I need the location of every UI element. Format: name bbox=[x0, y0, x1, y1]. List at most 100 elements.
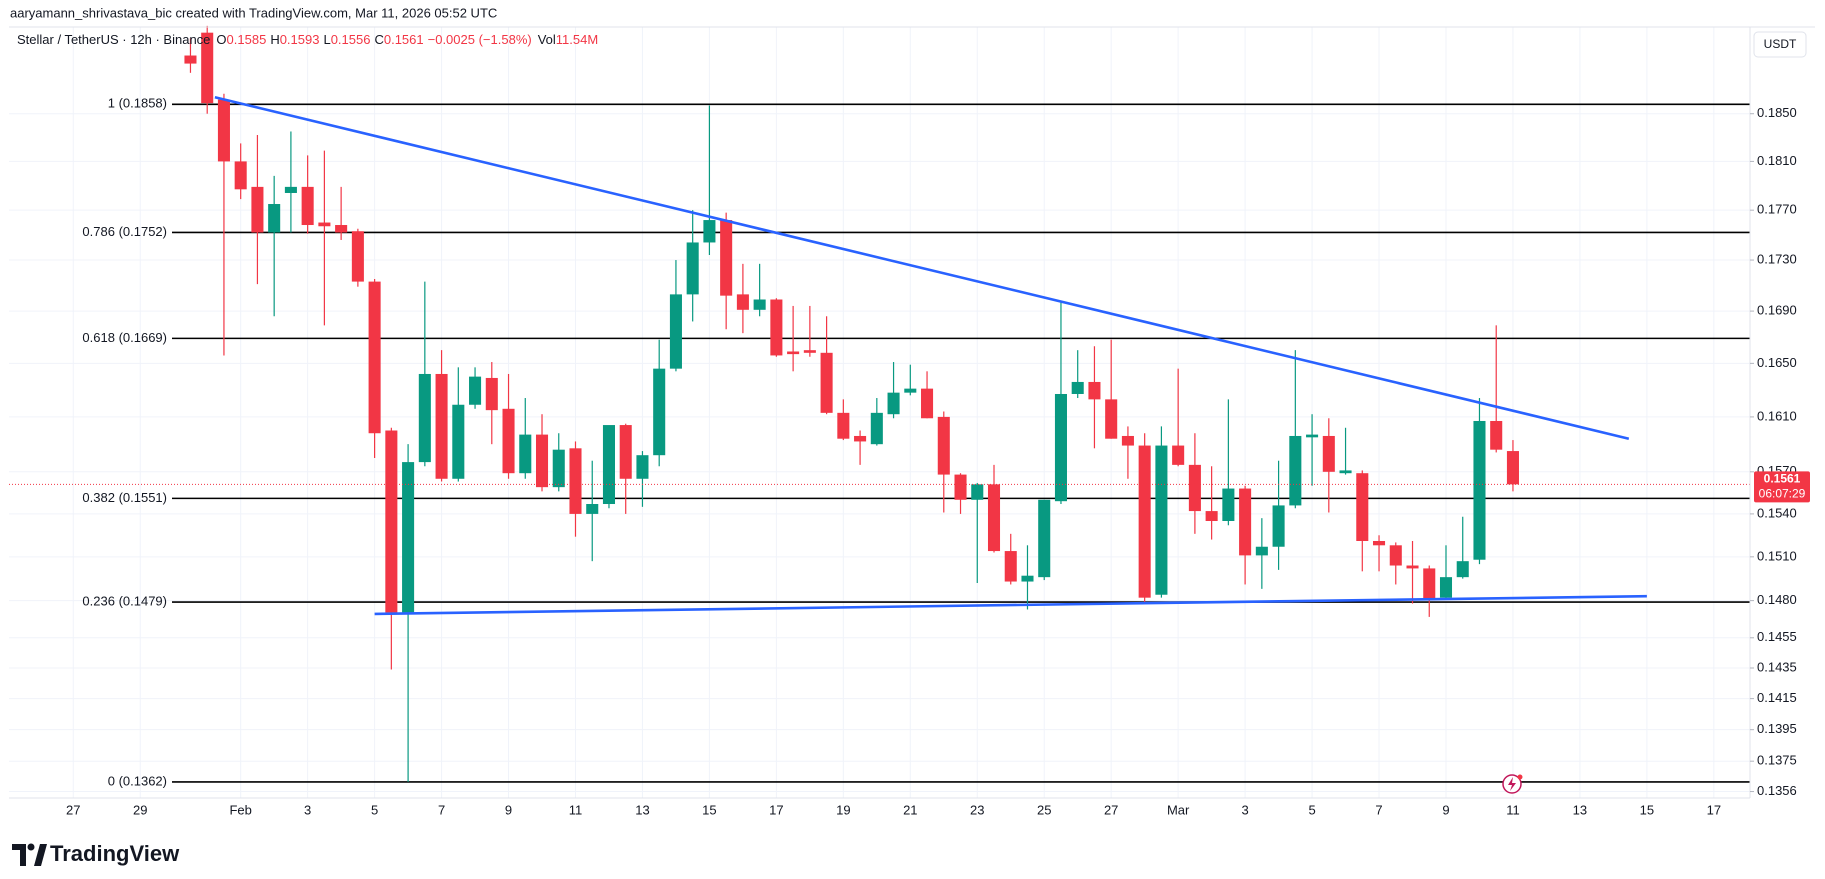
candle-body bbox=[1423, 568, 1436, 600]
candle-body bbox=[1239, 488, 1252, 556]
candle-body bbox=[368, 281, 381, 434]
candle-body bbox=[921, 388, 934, 419]
legend-value: 0.1585 bbox=[227, 32, 267, 47]
candle-body bbox=[1172, 445, 1185, 465]
candle-body bbox=[1038, 499, 1051, 578]
candle-body bbox=[1004, 551, 1017, 582]
candle-body bbox=[1406, 565, 1419, 569]
y-tick-label: 0.1650 bbox=[1757, 355, 1797, 370]
candle-body bbox=[301, 186, 314, 226]
logo-mark bbox=[34, 844, 47, 866]
candle-body bbox=[1373, 540, 1386, 546]
attribution: aaryamann_shrivastava_bic created with T… bbox=[10, 5, 497, 20]
fib-label: 0.382 (0.1551) bbox=[82, 490, 167, 505]
candle-body bbox=[803, 350, 816, 353]
legend-key: H bbox=[270, 32, 279, 47]
y-tick-label: 0.1480 bbox=[1757, 592, 1797, 607]
legend: Stellar / TetherUS · 12h · Binance O0.158… bbox=[17, 32, 598, 47]
y-tick-label: 0.1770 bbox=[1757, 202, 1797, 217]
y-tick-label: 0.1510 bbox=[1757, 548, 1797, 563]
candle-body bbox=[1071, 381, 1084, 394]
y-tick-label: 0.1850 bbox=[1757, 105, 1797, 120]
legend-title: Stellar / TetherUS · 12h · Binance bbox=[17, 32, 210, 47]
legend-volume: 11.54M bbox=[556, 32, 598, 47]
candle-body bbox=[1439, 577, 1453, 598]
brand-logo bbox=[12, 843, 47, 866]
y-tick-label: 0.1435 bbox=[1757, 659, 1797, 674]
candle-body bbox=[217, 99, 230, 162]
candle-body bbox=[753, 299, 766, 310]
currency-label[interactable]: USDT bbox=[1764, 37, 1797, 51]
fib-label: 0.618 (0.1669) bbox=[82, 330, 167, 345]
alert-icon[interactable] bbox=[1502, 774, 1523, 794]
candle-body bbox=[1389, 545, 1402, 566]
candle-body bbox=[1456, 561, 1469, 578]
plot-area bbox=[9, 25, 1750, 783]
candle-body bbox=[1205, 511, 1218, 522]
candle-body bbox=[1473, 420, 1486, 560]
candle-body bbox=[502, 408, 515, 474]
legend-value: 0.1593 bbox=[280, 32, 320, 47]
logo-mark bbox=[12, 844, 26, 866]
legend-value: 0.1556 bbox=[331, 32, 371, 47]
x-tick-label: 27 bbox=[66, 802, 80, 817]
candle-body bbox=[251, 186, 264, 233]
x-tick-label: 17 bbox=[1707, 802, 1721, 817]
currency-button[interactable] bbox=[1753, 31, 1807, 58]
y-tick-label: 0.1610 bbox=[1757, 408, 1797, 423]
x-tick-label: 11 bbox=[569, 802, 583, 817]
candle-body bbox=[971, 484, 984, 500]
candle-body bbox=[402, 462, 415, 613]
candle-body bbox=[201, 32, 214, 104]
y-tick-label: 0.1810 bbox=[1757, 153, 1797, 168]
candle-body bbox=[535, 434, 549, 488]
candle-body bbox=[1289, 435, 1302, 506]
x-tick-label: Feb bbox=[229, 802, 251, 817]
countdown: 06:07:29 bbox=[1759, 487, 1806, 501]
x-tick-label: 5 bbox=[1308, 802, 1315, 817]
x-tick-label: 21 bbox=[903, 802, 917, 817]
candle-body bbox=[1255, 546, 1268, 556]
candle-body bbox=[736, 294, 749, 310]
candle-body bbox=[435, 373, 448, 479]
alert-bolt[interactable] bbox=[1508, 777, 1516, 791]
legend-value: 0.1561 bbox=[384, 32, 424, 47]
candle-body bbox=[619, 425, 632, 479]
y-tick-label: 0.1540 bbox=[1757, 505, 1797, 520]
candle-body bbox=[552, 449, 565, 488]
price-box-value: 0.1561 bbox=[1764, 472, 1801, 486]
candle-body bbox=[586, 504, 599, 514]
x-tick-label: 9 bbox=[1442, 802, 1449, 817]
candle-body bbox=[937, 416, 950, 475]
candle-body bbox=[1021, 575, 1034, 582]
candle-body bbox=[787, 351, 800, 355]
x-tick-label: 23 bbox=[970, 802, 984, 817]
candle-body bbox=[653, 368, 666, 456]
candle-body bbox=[519, 434, 532, 474]
x-tick-label: 15 bbox=[702, 802, 716, 817]
x-tick-label: 5 bbox=[371, 802, 378, 817]
trendline bbox=[374, 594, 1647, 616]
fib-label: 0.236 (0.1479) bbox=[82, 594, 167, 609]
brand: TradingView bbox=[50, 841, 180, 866]
candle-body bbox=[669, 294, 682, 369]
x-tick-label: 7 bbox=[1375, 802, 1382, 817]
candle-body bbox=[686, 242, 699, 295]
candle-body bbox=[385, 430, 398, 613]
x-tick-label: 13 bbox=[635, 802, 649, 817]
x-tick-label: 19 bbox=[836, 802, 850, 817]
candle-body bbox=[1222, 488, 1235, 522]
candle-body bbox=[318, 222, 331, 227]
alert-dot[interactable] bbox=[1517, 774, 1523, 780]
candle-body bbox=[1121, 435, 1134, 446]
candle-body bbox=[1306, 434, 1319, 438]
x-tick-label: 25 bbox=[1037, 802, 1051, 817]
candle-body bbox=[1339, 470, 1352, 474]
candle-body bbox=[870, 412, 883, 445]
candle-body bbox=[351, 231, 364, 282]
x-tick-label: 29 bbox=[133, 802, 147, 817]
candle-body bbox=[636, 455, 649, 479]
candle-body bbox=[1322, 435, 1335, 472]
